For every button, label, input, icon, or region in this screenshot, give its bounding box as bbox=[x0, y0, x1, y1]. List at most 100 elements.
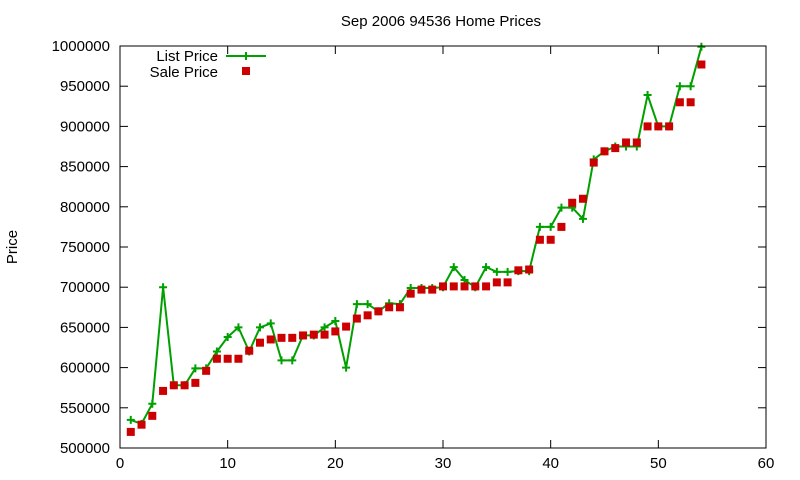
sale-price-point bbox=[600, 147, 609, 156]
sale-price-point bbox=[169, 381, 178, 390]
sale-price-point bbox=[611, 144, 620, 153]
list-price-point bbox=[234, 323, 243, 332]
sale-price-point bbox=[578, 194, 587, 203]
x-tick-label: 60 bbox=[758, 455, 775, 472]
x-tick-label: 20 bbox=[327, 455, 344, 472]
plot-frame bbox=[119, 45, 767, 449]
sale-price-point bbox=[568, 198, 577, 207]
sale-price-point bbox=[492, 278, 501, 287]
y-tick-label: 700000 bbox=[60, 279, 110, 296]
sale-price-point bbox=[277, 333, 286, 342]
legend: List Price Sale Price bbox=[150, 48, 266, 81]
y-tick-label: 750000 bbox=[60, 239, 110, 256]
chart-title: Sep 2006 94536 Home Prices bbox=[341, 13, 541, 30]
x-tick-label: 10 bbox=[219, 455, 236, 472]
sale-price-point bbox=[234, 354, 243, 363]
sale-price-point bbox=[557, 222, 566, 231]
list-price-point bbox=[159, 283, 168, 292]
sale-price-point bbox=[212, 354, 221, 363]
sale-price-point bbox=[363, 311, 372, 320]
sale-price-point bbox=[320, 330, 329, 339]
y-tick-label: 1000000 bbox=[52, 38, 110, 55]
sale-price-point bbox=[471, 282, 480, 291]
sale-price-point bbox=[503, 278, 512, 287]
list-price-point bbox=[546, 222, 555, 231]
sale-price-point bbox=[514, 266, 523, 275]
sale-price-point bbox=[665, 122, 674, 131]
list-price-point bbox=[697, 42, 706, 51]
sale-price-point bbox=[255, 338, 264, 347]
sale-price-point bbox=[643, 122, 652, 131]
sale-price-point bbox=[266, 335, 275, 344]
sale-price-point bbox=[654, 122, 663, 131]
y-axis-label: Price bbox=[4, 230, 21, 264]
sale-price-point bbox=[482, 282, 491, 291]
y-tick-label: 900000 bbox=[60, 118, 110, 135]
sale-price-point bbox=[299, 331, 308, 340]
sale-price-point bbox=[439, 282, 447, 291]
sale-price-point bbox=[148, 411, 157, 420]
list-price-point bbox=[255, 323, 264, 332]
sale-price-point bbox=[385, 303, 394, 312]
y-tick-label: 800000 bbox=[60, 199, 110, 216]
list-price-point bbox=[331, 316, 340, 325]
sale-price-point bbox=[331, 327, 340, 336]
list-price-point bbox=[191, 364, 200, 373]
legend-label-sale-price: Sale Price bbox=[150, 64, 218, 81]
sale-price-point bbox=[352, 314, 361, 323]
list-price-point bbox=[126, 415, 135, 424]
sale-price-point bbox=[159, 386, 168, 395]
series-layer bbox=[126, 42, 706, 436]
y-tick-label: 650000 bbox=[60, 319, 110, 336]
sale-price-point bbox=[449, 282, 458, 291]
sale-price-point bbox=[697, 60, 706, 69]
x-tick-label: 30 bbox=[435, 455, 452, 472]
series-line-list-price bbox=[130, 46, 703, 425]
list-price-point bbox=[342, 363, 351, 372]
list-price-point bbox=[449, 263, 458, 272]
legend-marker-sale-price bbox=[242, 67, 250, 75]
sale-price-point bbox=[191, 378, 200, 387]
list-price-point bbox=[535, 222, 544, 231]
y-tick-label: 550000 bbox=[60, 400, 110, 417]
legend-marker-list-price bbox=[242, 52, 250, 60]
list-price-point bbox=[266, 319, 275, 328]
list-price-point bbox=[320, 323, 329, 332]
y-tick-label: 850000 bbox=[60, 159, 110, 176]
sale-price-point bbox=[589, 158, 598, 167]
sale-price-point bbox=[223, 354, 232, 363]
x-tick-label: 40 bbox=[542, 455, 559, 472]
sale-price-point bbox=[309, 330, 318, 339]
list-price-point bbox=[503, 267, 512, 276]
list-price-point bbox=[557, 203, 566, 212]
x-tick-label: 0 bbox=[116, 455, 124, 472]
list-price-point bbox=[212, 347, 221, 356]
sale-price-point bbox=[686, 98, 695, 107]
sale-price-point bbox=[180, 381, 189, 390]
list-price-point bbox=[148, 399, 157, 408]
y-tick-label: 600000 bbox=[60, 360, 110, 377]
sale-price-point bbox=[126, 427, 135, 436]
sale-price-point bbox=[342, 322, 351, 331]
list-price-point bbox=[643, 91, 652, 100]
x-tick-label: 50 bbox=[650, 455, 667, 472]
list-price-point bbox=[482, 263, 491, 272]
list-price-point bbox=[686, 82, 695, 91]
list-price-point bbox=[288, 356, 297, 365]
legend-label-list-price: List Price bbox=[156, 48, 218, 65]
sale-price-point bbox=[622, 138, 631, 147]
sale-price-point bbox=[374, 307, 383, 316]
y-tick-label: 950000 bbox=[60, 78, 110, 95]
list-price-point bbox=[492, 267, 501, 276]
list-price-point bbox=[352, 300, 361, 309]
sale-price-point bbox=[525, 265, 534, 274]
list-price-point bbox=[578, 214, 587, 223]
sale-price-point bbox=[288, 333, 297, 342]
sale-price-point bbox=[546, 235, 555, 244]
sale-price-point bbox=[428, 285, 437, 294]
sale-price-point bbox=[632, 138, 641, 147]
sale-price-point bbox=[460, 282, 469, 291]
sale-price-point bbox=[417, 285, 426, 294]
sale-price-point bbox=[245, 346, 254, 355]
y-tick-label: 500000 bbox=[60, 440, 110, 457]
